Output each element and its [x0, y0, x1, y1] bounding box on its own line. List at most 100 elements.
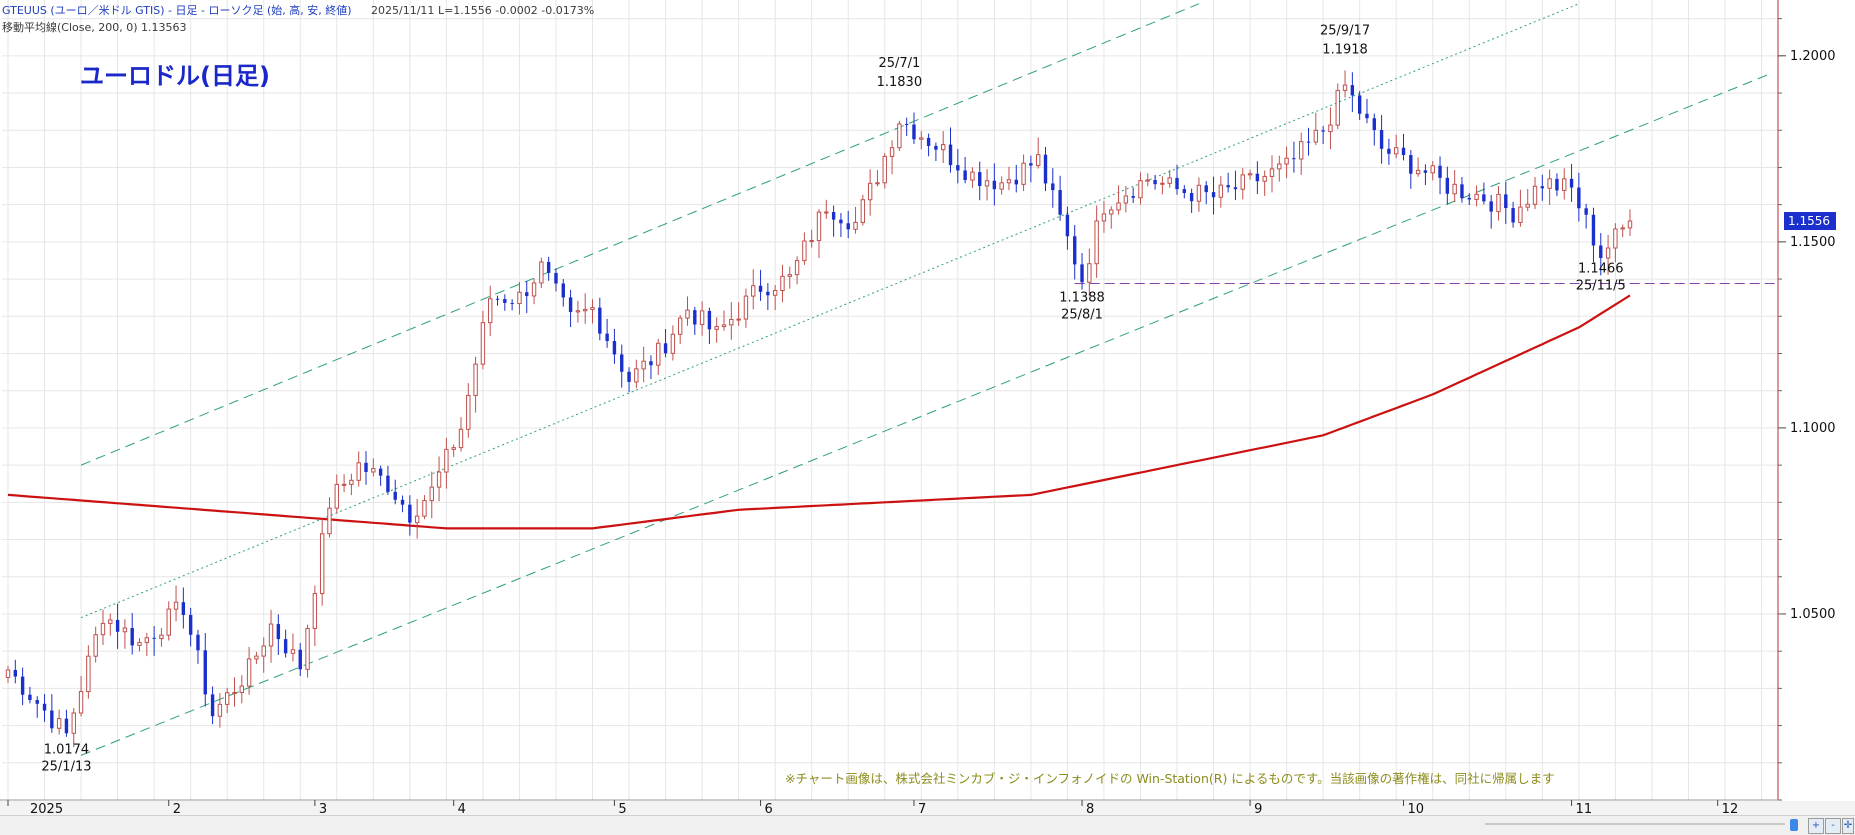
candle	[1175, 164, 1179, 195]
candle-body-down	[1029, 163, 1033, 166]
candle-body-up	[531, 282, 537, 297]
candle	[217, 693, 223, 728]
candle-body-up	[1532, 185, 1538, 205]
zoom-in-icon[interactable]: +	[1808, 818, 1824, 834]
candle-body-up	[860, 199, 866, 223]
candle-body-down	[1467, 197, 1471, 200]
candle	[1292, 141, 1296, 173]
candle	[699, 301, 705, 336]
zoom-out-icon[interactable]: -	[1825, 818, 1841, 834]
candle-body-up	[78, 691, 84, 714]
candle-body-up	[1605, 247, 1611, 259]
candle-body-up	[984, 180, 990, 187]
candle	[736, 302, 741, 326]
candle	[137, 638, 142, 652]
candle-body-down	[904, 123, 909, 125]
candle	[525, 281, 529, 313]
candle-body-up	[1006, 179, 1012, 184]
candle-body-down	[546, 261, 551, 273]
candle	[1247, 169, 1253, 180]
horizontal-scrollbar[interactable]: + - ✛	[0, 815, 1855, 835]
candle-body-up	[590, 307, 595, 310]
candle	[867, 169, 873, 216]
candle-body-down	[1599, 245, 1603, 258]
crosshair-icon[interactable]: ✛	[1842, 818, 1854, 834]
candle-body-down	[408, 504, 412, 523]
channel-line	[80, 3, 1580, 619]
candle-body-down	[283, 639, 288, 654]
candle-body-down	[525, 292, 529, 296]
candle	[1365, 98, 1369, 124]
candle-body-down	[1065, 214, 1070, 237]
candle	[978, 161, 982, 201]
trend-channel-lines	[80, 3, 1770, 756]
candle-body-up	[422, 500, 427, 517]
candle-body-up	[919, 137, 924, 140]
candle-body-up	[751, 285, 756, 297]
candle	[290, 633, 296, 662]
candle	[956, 149, 960, 184]
candle	[641, 346, 646, 383]
candle-body-up	[349, 479, 354, 485]
candle-body-up	[371, 468, 376, 473]
candle	[649, 355, 653, 380]
candle	[5, 665, 11, 683]
candle	[210, 686, 215, 725]
candle-body-up	[634, 368, 639, 383]
candle	[670, 325, 676, 361]
candle-body-up	[736, 318, 741, 321]
candle-body-up	[1262, 175, 1267, 182]
candle-body-up	[787, 274, 792, 277]
candle-body-down	[1445, 177, 1450, 194]
candle	[364, 451, 368, 485]
candle-body-up	[875, 182, 880, 185]
candle-body-down	[1569, 178, 1574, 188]
candle	[181, 587, 186, 629]
scroll-thumb[interactable]	[1790, 819, 1798, 831]
candle-body-up	[166, 608, 171, 636]
candle	[897, 120, 902, 151]
candle-body-down	[1504, 194, 1508, 209]
candle	[1211, 176, 1216, 215]
candle-body-down	[495, 298, 500, 300]
candle	[144, 632, 150, 657]
candle	[794, 256, 800, 285]
candle	[926, 133, 931, 157]
candle-body-down	[992, 180, 997, 190]
candle-body-up	[341, 483, 347, 486]
candle	[582, 293, 588, 324]
candle-body-up	[334, 483, 339, 509]
candle	[1467, 193, 1471, 206]
candle	[451, 444, 456, 457]
candle-body-down	[42, 703, 47, 711]
candle-body-down	[612, 341, 617, 355]
candle	[685, 296, 690, 326]
candle-body-down	[28, 694, 32, 701]
y-tick-label: 1.0500	[1790, 607, 1836, 622]
candle-body-up	[1145, 179, 1150, 182]
candle	[1145, 173, 1150, 187]
candle-body-up	[1269, 168, 1275, 177]
candle-body-up	[217, 703, 223, 717]
candle-body-down	[115, 619, 120, 632]
candle-body-down	[1540, 186, 1545, 189]
candle-body-up	[670, 333, 676, 354]
candle	[1569, 163, 1574, 202]
candle-body-down	[620, 354, 624, 372]
candle-body-up	[488, 298, 493, 324]
candle-body-down	[627, 371, 631, 382]
candle-body-down	[978, 172, 982, 186]
candle-body-up	[137, 641, 142, 646]
candle	[349, 473, 354, 496]
candle-body-down	[1357, 95, 1362, 114]
candle	[546, 256, 551, 281]
scroll-track[interactable]	[1485, 823, 1785, 825]
candle-body-up	[93, 634, 98, 657]
candle-body-down	[1306, 141, 1311, 143]
candle-body-up	[1087, 263, 1092, 283]
candle	[224, 687, 230, 714]
candle	[1387, 138, 1391, 165]
candle-body-up	[824, 211, 829, 214]
candle	[400, 495, 405, 513]
x-tick-label: 2	[173, 802, 181, 817]
